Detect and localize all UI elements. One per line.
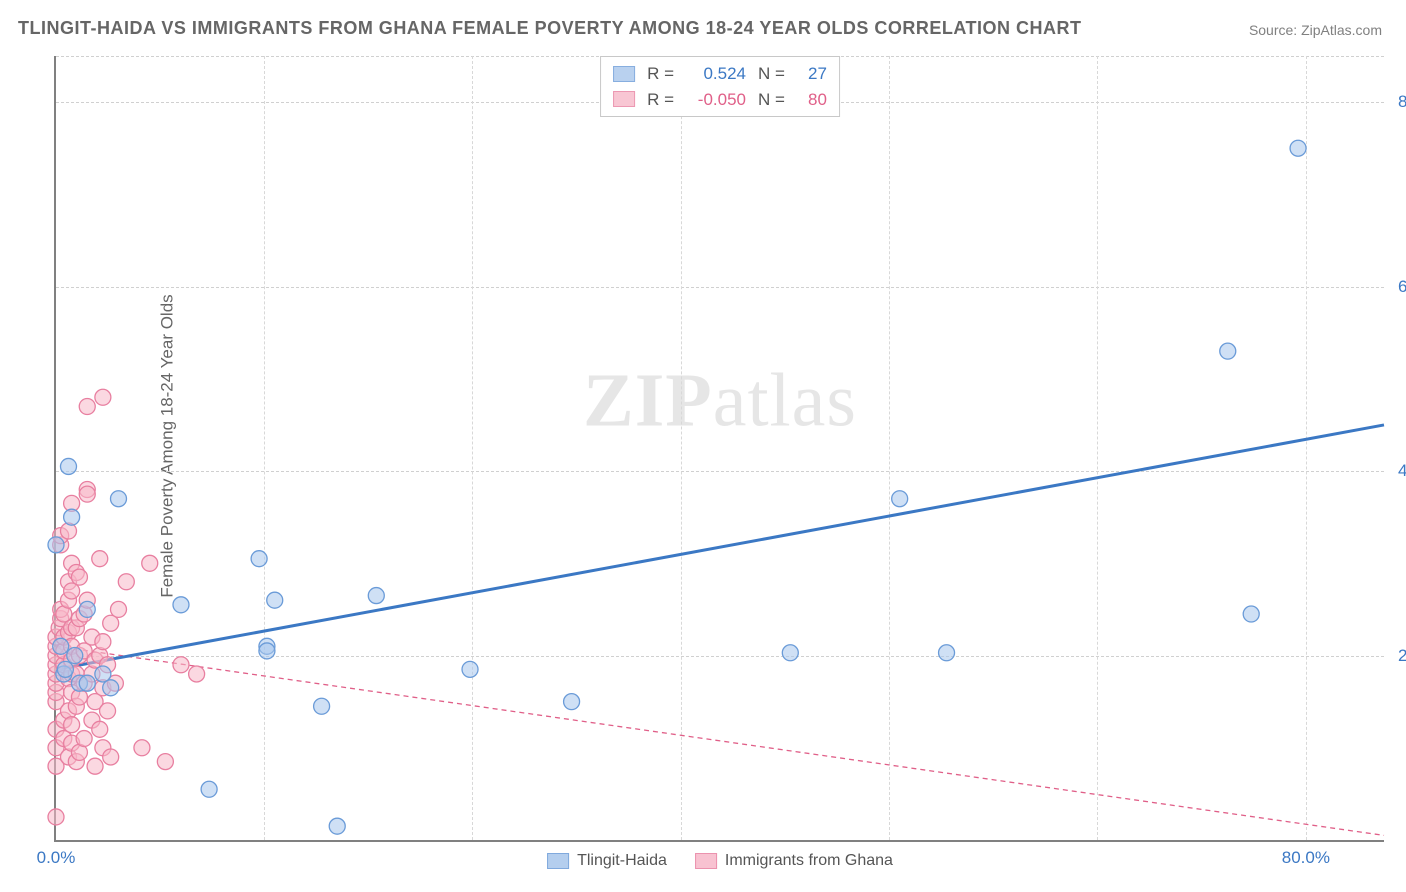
chart-title: TLINGIT-HAIDA VS IMMIGRANTS FROM GHANA F… <box>18 18 1082 39</box>
x-tick-label: 80.0% <box>1282 848 1330 868</box>
correlation-row: R = 0.524 N = 27 <box>613 61 827 87</box>
n-label: N = <box>758 87 785 113</box>
correlation-legend: R = 0.524 N = 27 R = -0.050 N = 80 <box>600 56 840 117</box>
r-label: R = <box>647 87 674 113</box>
n-label: N = <box>758 61 785 87</box>
x-tick-label: 0.0% <box>37 848 76 868</box>
scatter-plot-svg <box>56 56 1384 840</box>
legend-swatch <box>695 853 717 869</box>
y-tick-label: 60.0% <box>1388 277 1406 297</box>
plot-area: ZIPatlas R =0.524N =27R =-0.050N =80 Tli… <box>54 56 1384 842</box>
series-legend: Tlingit-Haida Immigrants from Ghana <box>547 852 893 870</box>
r-label: R = <box>647 61 674 87</box>
source-attribution: Source: ZipAtlas.com <box>1249 22 1382 38</box>
n-value: 27 <box>797 61 827 87</box>
series-legend-item: Tlingit-Haida <box>547 852 667 870</box>
y-tick-label: 40.0% <box>1388 461 1406 481</box>
series-name: Tlingit-Haida <box>577 852 667 870</box>
y-tick-label: 80.0% <box>1388 92 1406 112</box>
r-value: -0.050 <box>686 87 746 113</box>
n-value: 80 <box>797 87 827 113</box>
correlation-row: R = -0.050 N = 80 <box>613 87 827 113</box>
series-name: Immigrants from Ghana <box>725 852 893 870</box>
r-value: 0.524 <box>686 61 746 87</box>
legend-swatch <box>613 91 635 107</box>
y-tick-label: 20.0% <box>1388 646 1406 666</box>
legend-swatch <box>547 853 569 869</box>
series-legend-item: Immigrants from Ghana <box>695 852 893 870</box>
legend-swatch <box>613 66 635 82</box>
